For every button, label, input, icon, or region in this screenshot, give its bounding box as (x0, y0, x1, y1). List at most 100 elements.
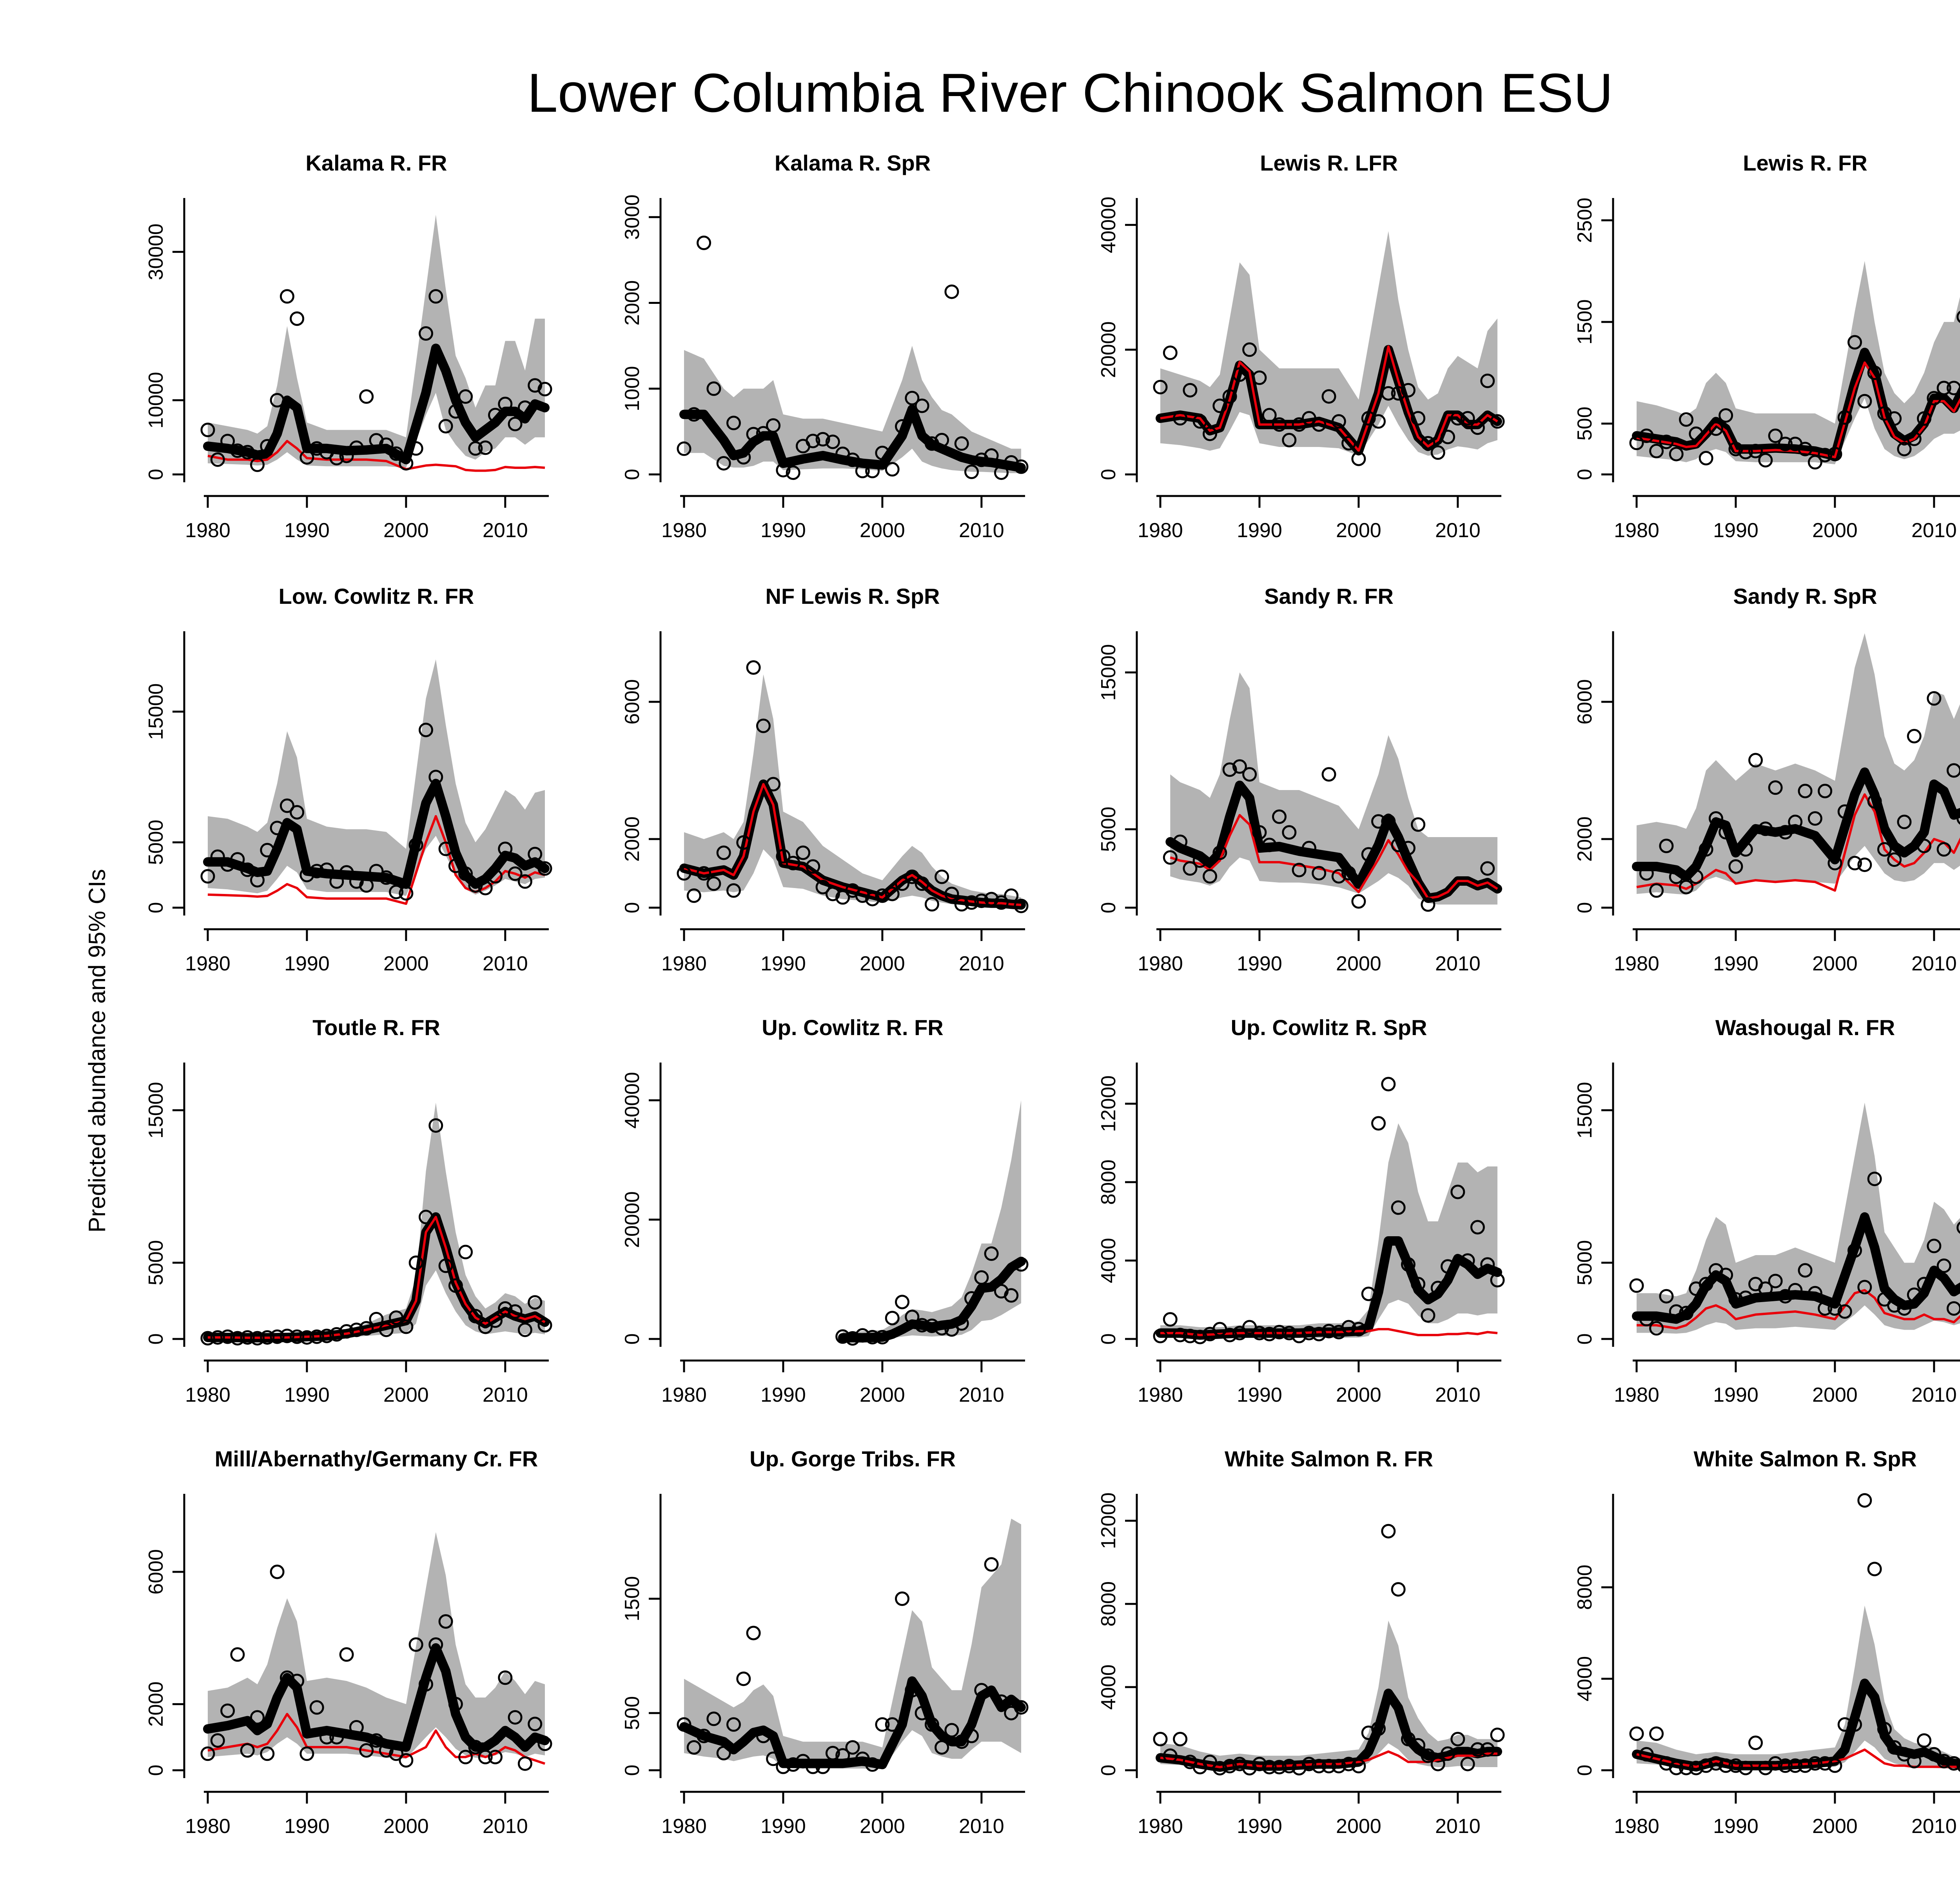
observed-point (716, 456, 731, 471)
observed-point (845, 1331, 860, 1346)
observed-point (1649, 1726, 1664, 1741)
observed-point (1927, 1747, 1942, 1762)
observed-point (706, 876, 721, 891)
observed-point (1301, 1757, 1316, 1771)
estimate-line (203, 779, 550, 889)
observed-point (815, 880, 830, 894)
observed-point (1669, 1304, 1684, 1319)
y-tick-label: 15000 (1573, 1082, 1596, 1139)
observed-point (309, 1329, 324, 1344)
x-tick-label: 1990 (284, 952, 330, 975)
observed-point (1381, 386, 1396, 401)
observed-point (1837, 410, 1852, 425)
ci-band (1160, 231, 1497, 456)
x-tick-label: 2010 (483, 952, 528, 975)
observed-point (1262, 1327, 1277, 1341)
observed-point (1927, 391, 1942, 406)
y-tick-label: 2000 (621, 816, 644, 862)
figure-title: Lower Columbia River Chinook Salmon ESU (527, 62, 1613, 124)
panel-title: White Salmon R. FR (1225, 1446, 1433, 1471)
x-tick-label: 2000 (860, 1384, 905, 1406)
observed-point (1748, 443, 1763, 458)
observed-point (855, 463, 870, 478)
observed-point (349, 1720, 364, 1735)
observed-point (1936, 381, 1951, 396)
observed-point (1639, 866, 1654, 881)
observed-point (736, 1671, 751, 1686)
observed-point (309, 1700, 324, 1715)
observed-point (1956, 812, 1960, 825)
observed-point (855, 888, 870, 903)
panel-15: White Salmon R. FR 1980 1990 2000 2010 0 4000 8… (1097, 1446, 1505, 1838)
x-tick-label: 2010 (1911, 519, 1957, 542)
observed-point (1649, 883, 1664, 898)
observed-point (498, 1301, 513, 1316)
observed-point (1232, 367, 1247, 382)
observed-point (200, 423, 215, 437)
observed-point (290, 311, 305, 326)
observed-point (1252, 1326, 1267, 1341)
x-tick-label: 1980 (661, 519, 707, 542)
observed-point (766, 418, 781, 433)
observed-point (508, 1710, 523, 1725)
observed-point (279, 1670, 294, 1685)
observed-point (359, 878, 374, 893)
x-tick-label: 2000 (860, 952, 905, 975)
observed-point (419, 723, 433, 738)
observed-point (1262, 837, 1277, 852)
y-tick-label: 3000 (621, 194, 644, 240)
observed-point (1341, 1757, 1356, 1771)
observed-point (1470, 1742, 1485, 1757)
observed-point (399, 1319, 414, 1334)
observed-point (1728, 441, 1743, 456)
observed-point (468, 1309, 483, 1324)
observed-point (458, 389, 473, 404)
observed-point (1778, 825, 1793, 839)
observed-point (1917, 1733, 1931, 1748)
observed-point (1639, 429, 1654, 443)
observed-point (537, 1737, 552, 1751)
observed-point (1659, 839, 1674, 853)
x-tick-label: 2000 (1812, 952, 1858, 975)
observed-point (1222, 1328, 1237, 1342)
observed-point (1867, 1172, 1882, 1186)
observed-point (1758, 821, 1773, 836)
observed-point (319, 862, 334, 877)
observed-point (458, 866, 473, 881)
observed-point (1401, 383, 1416, 398)
observed-point (438, 841, 453, 856)
observed-point (1014, 899, 1029, 914)
observed-point (1907, 729, 1922, 743)
observed-point (974, 894, 989, 908)
panel-title: Up. Cowlitz R. SpR (1231, 1015, 1427, 1040)
observed-point (408, 441, 423, 456)
observed-point (1450, 411, 1465, 426)
x-tick-label: 1980 (185, 1815, 230, 1838)
observed-point (1401, 841, 1416, 856)
observed-point (1460, 1253, 1475, 1268)
observed-point (845, 1740, 860, 1755)
observed-point (1262, 408, 1277, 423)
observed-point (776, 463, 791, 478)
observed-point (1837, 1304, 1852, 1319)
y-tick-label: 0 (1097, 902, 1120, 914)
observed-point (537, 1318, 552, 1333)
observed-point (1163, 345, 1178, 360)
ci-band (1637, 1606, 1960, 1769)
observed-point (766, 777, 781, 792)
observed-point (528, 1717, 543, 1731)
observed-point (1411, 1277, 1426, 1292)
observed-point (1441, 430, 1455, 444)
observed-point (517, 1756, 532, 1771)
observed-point (915, 398, 929, 413)
observed-point (1808, 1286, 1822, 1301)
observed-point (468, 1740, 483, 1755)
observed-point (944, 1723, 959, 1738)
observed-point (279, 289, 294, 304)
observed-point (736, 835, 751, 850)
observed-point (974, 1270, 989, 1285)
observed-point (230, 852, 245, 867)
observed-point (270, 393, 285, 408)
x-tick-label: 2000 (383, 1815, 429, 1838)
